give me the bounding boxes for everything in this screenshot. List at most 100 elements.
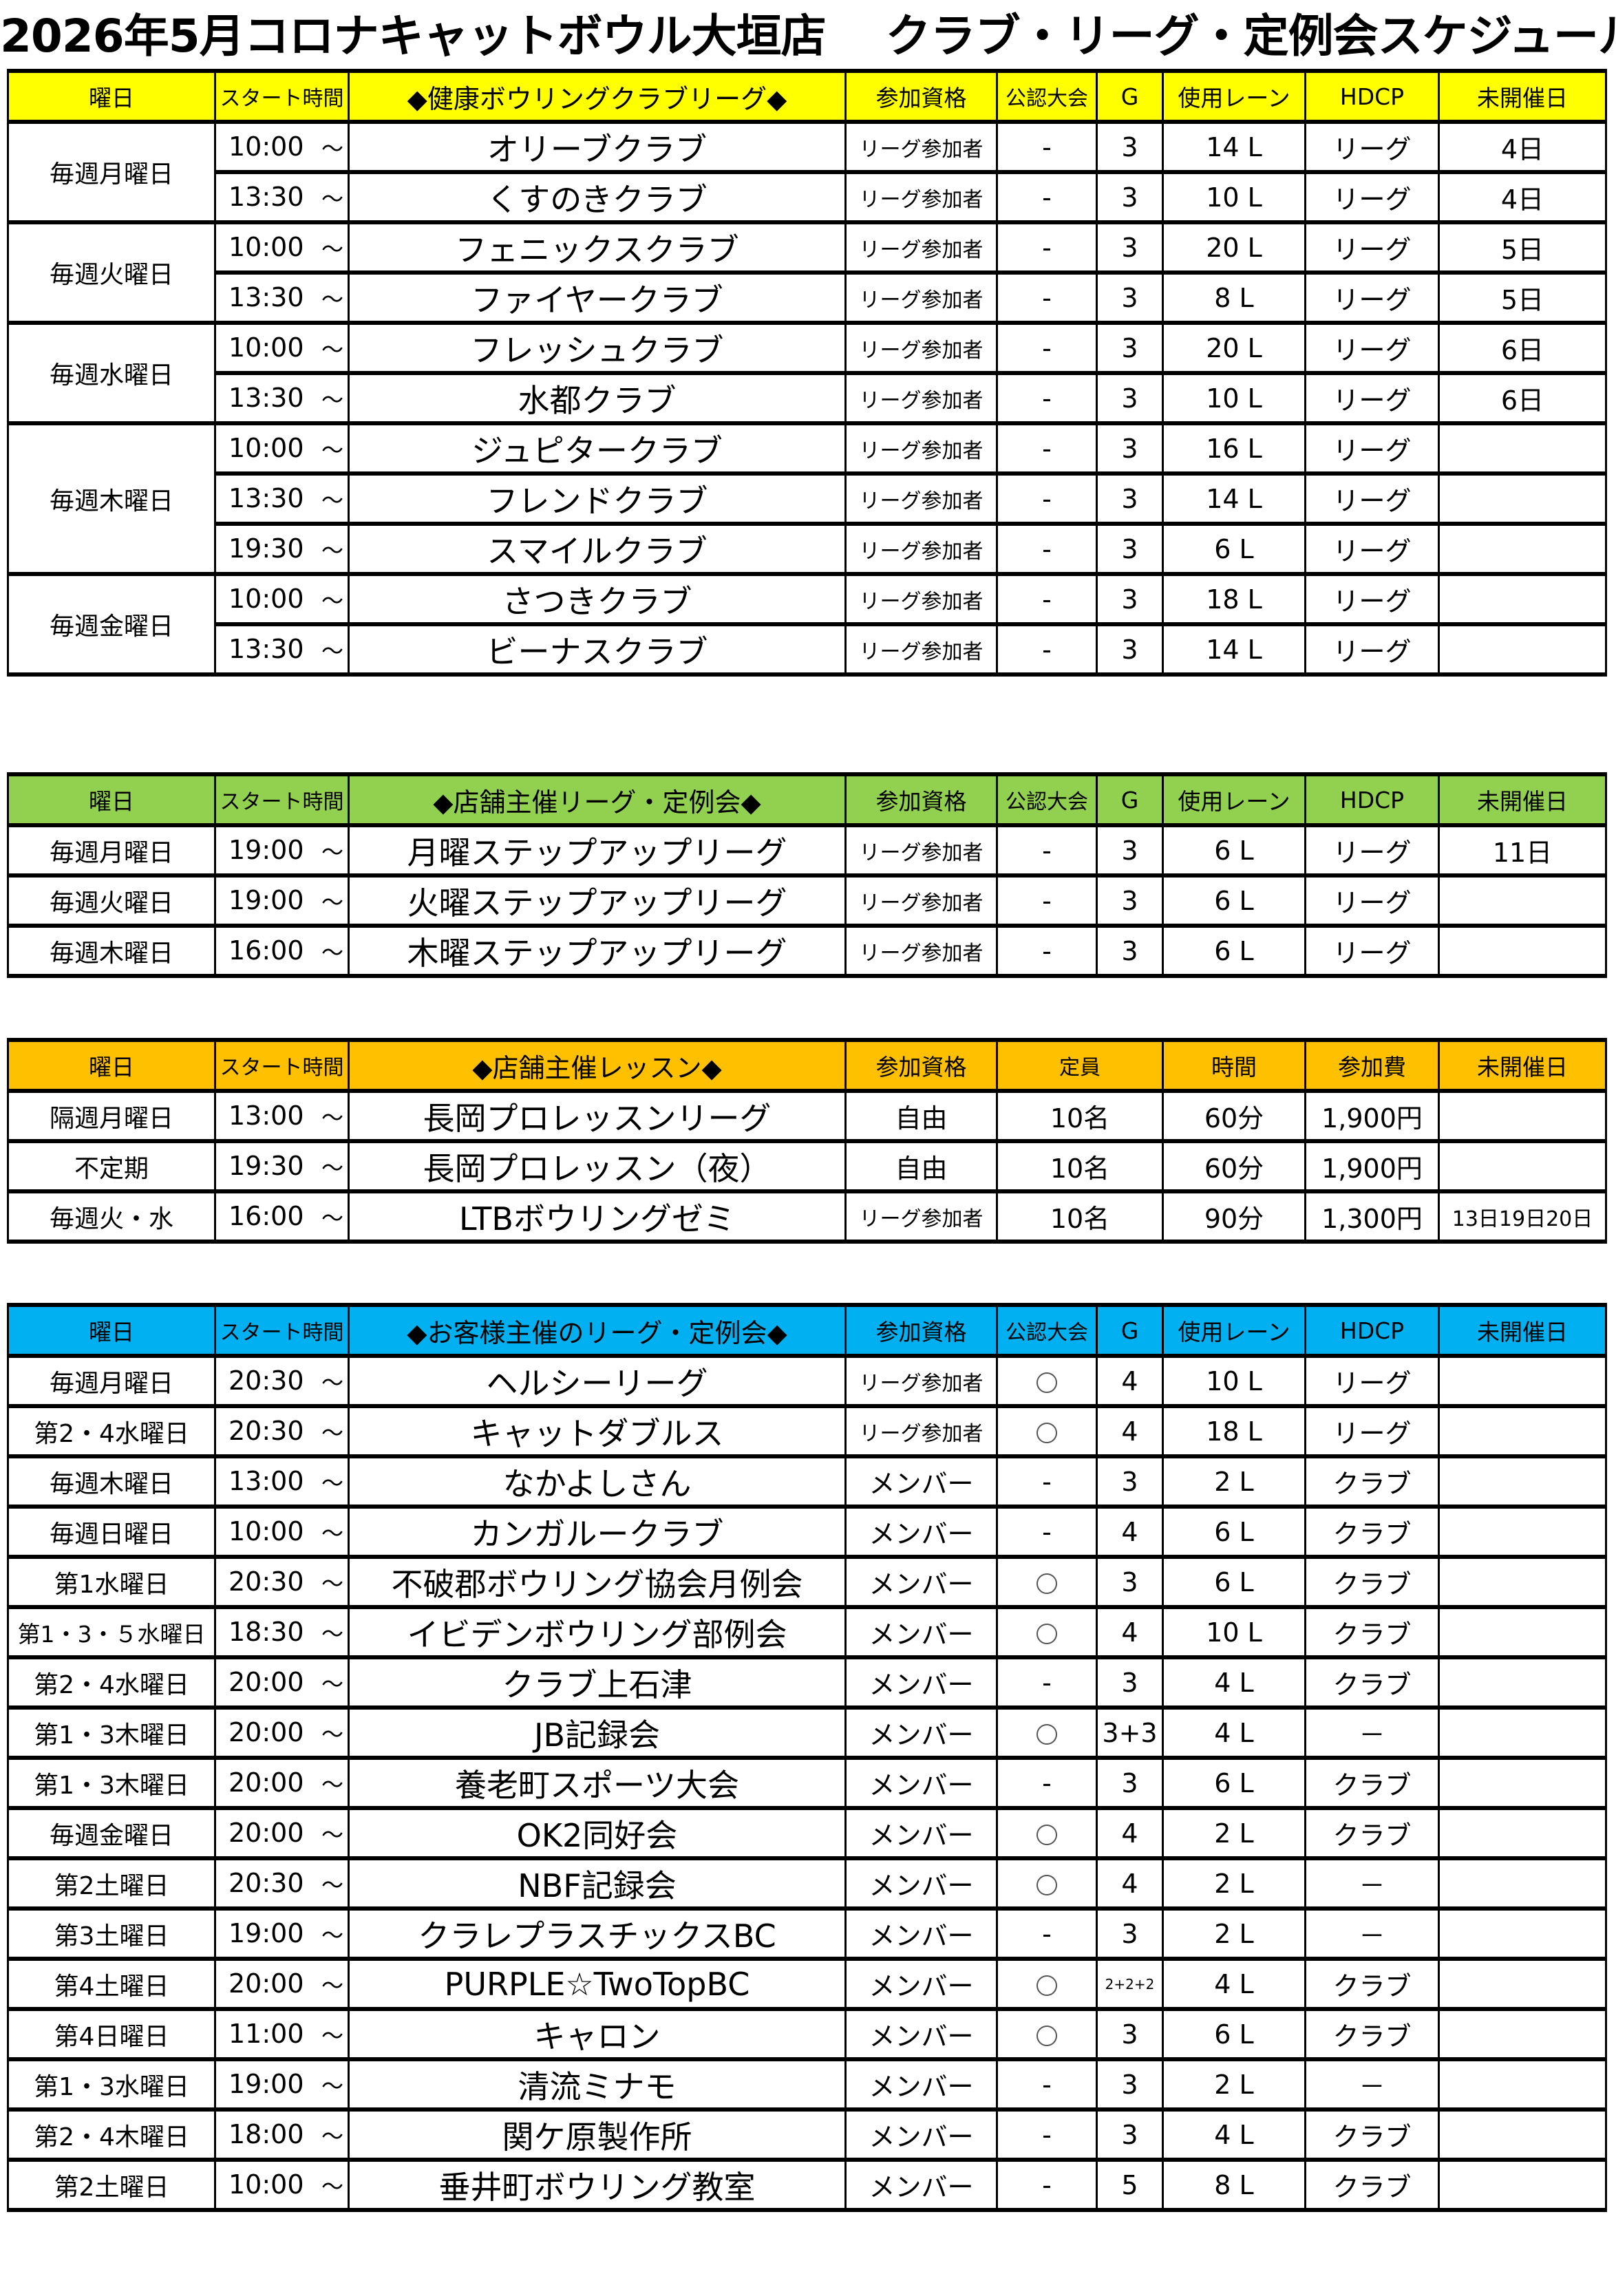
table-row: 第2土曜日 ～ 10:00 垂井町ボウリング教室 メンバー -5 8 L クラブ [7, 2158, 1607, 2212]
start-time-cell: ～ 20:30 [214, 1856, 350, 1911]
qualification-cell: メンバー [844, 1555, 998, 1609]
start-time: 19:00 [228, 834, 304, 865]
table-row: 第1・3水曜日 ～ 19:00 清流ミナモ メンバー -3 2 L － [7, 2057, 1607, 2112]
qualification-cell: メンバー [844, 2057, 998, 2112]
qualification-cell: リーグ参加者 [844, 1354, 998, 1408]
col5-cell [996, 1957, 1098, 2011]
start-time-cell: ～ 13:30 [214, 372, 350, 425]
column-header: 参加資格 [844, 772, 998, 827]
qualification-cell: リーグ参加者 [844, 472, 998, 526]
hdcp-cell: リーグ [1304, 171, 1440, 224]
certified-circle-icon [1036, 2026, 1057, 2046]
games-cell: 4 [1096, 1354, 1164, 1408]
event-name-cell: クラレプラスチックスBC [348, 1906, 847, 1961]
lanes-cell: 14 L [1162, 623, 1306, 677]
tilde-mark: ～ [321, 1821, 343, 1848]
closed-days-cell [1438, 1139, 1607, 1193]
column-header: 使用レーン [1162, 1303, 1306, 1358]
qualification-cell: メンバー [844, 1957, 998, 2011]
day-cell: 第1・3水曜日 [7, 2057, 216, 2112]
start-time: 13:00 [228, 1465, 304, 1496]
qualification-cell: メンバー [844, 1505, 998, 1559]
closed-days-cell: 13日19日20日 [1438, 1189, 1607, 1244]
hdcp-cell: クラブ [1304, 1454, 1440, 1509]
col5-cell [996, 2007, 1098, 2061]
start-time: 20:30 [228, 1867, 304, 1898]
tilde-mark: ～ [321, 135, 343, 162]
tilde-mark: ～ [321, 2173, 343, 2200]
hdcp-cell: クラブ [1304, 2107, 1440, 2162]
start-time: 10:00 [228, 432, 304, 463]
start-time-cell: ～ 10:00 [214, 220, 350, 275]
start-time: 11:00 [228, 2018, 304, 2049]
qualification-cell: リーグ参加者 [844, 572, 998, 626]
event-name-cell: OK2同好会 [348, 1806, 847, 1860]
day-cell: 毎週火曜日 [7, 873, 216, 928]
hdcp-cell: リーグ [1304, 873, 1440, 928]
closed-days-cell [1438, 1354, 1607, 1408]
table-row: ～ 13:30 フレンドクラブ リーグ参加者 -3 14 L リーグ [8, 472, 1607, 526]
column-header: ◆店舗主催レッスン◆ [348, 1038, 847, 1093]
col5-cell: - [996, 1454, 1098, 1509]
qualification-cell: リーグ参加者 [844, 120, 998, 174]
column-header: 使用レーン [1162, 772, 1306, 827]
col5-cell: - [996, 220, 1098, 275]
day-cell: 毎週金曜日 [7, 572, 216, 677]
lanes-cell: 4 L [1162, 1655, 1306, 1710]
start-time-cell: ～ 13:00 [214, 1089, 350, 1143]
col5-cell: - [996, 1756, 1098, 1810]
hdcp-cell: クラブ [1304, 1655, 1440, 1710]
hdcp-cell: クラブ [1304, 1555, 1440, 1609]
tilde-mark: ～ [321, 336, 343, 363]
tilde-mark: ～ [321, 436, 343, 463]
start-time: 19:30 [228, 533, 304, 564]
closed-days-cell [1438, 1705, 1607, 1760]
start-time-cell: ～ 20:30 [214, 1555, 350, 1609]
closed-days-cell: 4日 [1438, 120, 1607, 174]
column-header: スタート時間 [214, 772, 350, 827]
event-name-cell: ジュピタークラブ [348, 421, 847, 476]
certified-circle-icon [1036, 1975, 1057, 1996]
hdcp-cell: クラブ [1304, 1806, 1440, 1860]
lanes-cell: 20 L [1162, 220, 1306, 275]
start-time-cell: ～ 11:00 [214, 2007, 350, 2061]
column-header: HDCP [1304, 1303, 1440, 1358]
column-header: HDCP [1304, 69, 1440, 124]
qualification-cell: メンバー [844, 1906, 998, 1961]
start-time-cell: ～ 13:00 [214, 1454, 350, 1509]
column-header: 未開催日 [1438, 69, 1607, 124]
table-row: 毎週火曜日 ～ 19:00 火曜ステップアップリーグ リーグ参加者 -3 6 L リーグ [7, 873, 1607, 928]
tilde-mark: ～ [321, 1972, 343, 1999]
lanes-cell: 10 L [1162, 1354, 1306, 1408]
closed-days-cell: 5日 [1438, 271, 1607, 325]
table-row: 第1水曜日 ～ 20:30 不破郡ボウリング協会月例会 メンバー 3 6 L クラブ [7, 1555, 1607, 1609]
games-cell: 3 [1096, 924, 1164, 978]
col5-cell: - [996, 623, 1098, 677]
qualification-cell: リーグ参加者 [844, 873, 998, 928]
tilde-mark: ～ [321, 1469, 343, 1496]
table-row: 第2・4水曜日 ～ 20:30 キャットダブルス リーグ参加者 4 18 L リーグ [7, 1404, 1607, 1458]
col5-cell: - [996, 924, 1098, 978]
hdcp-cell: － [1304, 1856, 1440, 1911]
tilde-mark: ～ [321, 1922, 343, 1948]
games-cell: 3 [1096, 2107, 1164, 2162]
closed-days-cell [1438, 1605, 1607, 1659]
games-cell: 4 [1096, 1806, 1164, 1860]
day-cell: 毎週火曜日 [7, 220, 216, 325]
start-time-cell: ～ 10:00 [214, 1505, 350, 1559]
lanes-cell: 4 L [1162, 2107, 1306, 2162]
games-cell: 4 [1096, 1505, 1164, 1559]
closed-days-cell: 6日 [1438, 372, 1607, 425]
qualification-cell: 自由 [844, 1139, 998, 1193]
table-row: 第4土曜日 ～ 20:00 PURPLE☆TwoTopBC メンバー 2+2+2 4 L クラ… [7, 1957, 1607, 2011]
games-cell: 3 [1096, 372, 1164, 425]
column-header: 参加資格 [844, 1303, 998, 1358]
table-header-row: 曜日 スタート時間 ◆店舗主催レッスン◆ 参加資格 定員 時間 参加費 未開催日 [7, 1038, 1607, 1093]
lanes-cell: 2 L [1162, 1806, 1306, 1860]
event-name-cell: フレンドクラブ [348, 472, 847, 526]
qualification-cell: 自由 [844, 1089, 998, 1143]
col5-cell [996, 1555, 1098, 1609]
start-time-cell: ～ 20:00 [214, 1756, 350, 1810]
start-time: 20:00 [228, 1767, 304, 1798]
col5-cell: - [996, 321, 1098, 375]
